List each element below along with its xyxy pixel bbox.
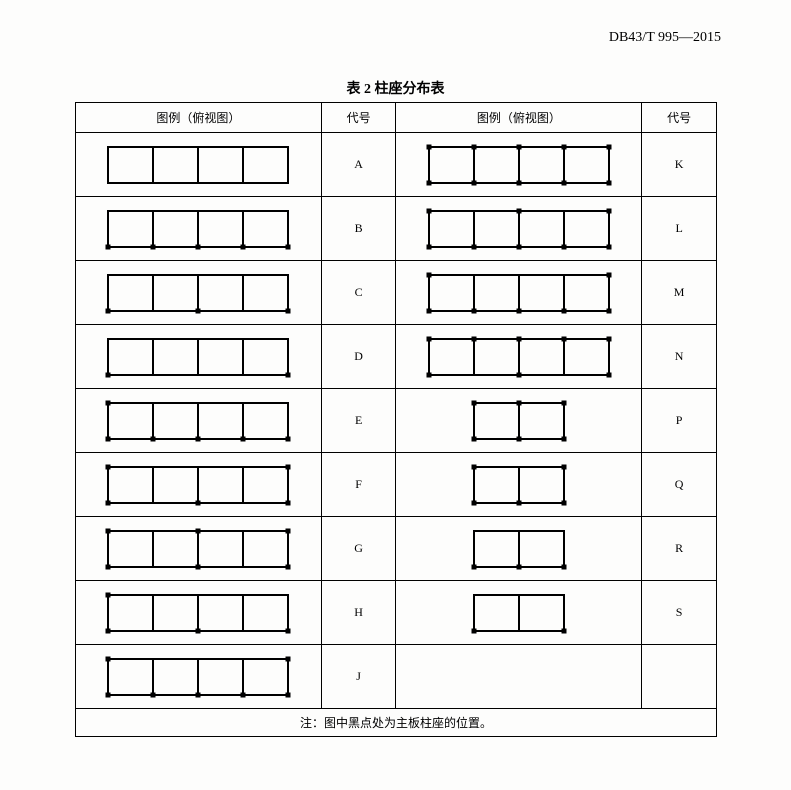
footnote-row: 注：图中黑点处为主板柱座的位置。 (76, 709, 717, 737)
code-cell: E (321, 389, 396, 453)
page-title: 表 2 柱座分布表 (0, 78, 791, 98)
column-diagram (76, 517, 321, 580)
distribution-table: 图例（俯视图） 代号 图例（俯视图） 代号 AKBLCMDNEPFQGRHSJ … (75, 102, 717, 737)
diagram-cell (76, 645, 322, 709)
column-diagram (76, 197, 321, 260)
header-diagram-right: 图例（俯视图） (396, 103, 642, 133)
header-code-right: 代号 (642, 103, 717, 133)
column-diagram (76, 133, 321, 196)
code-cell: S (642, 581, 717, 645)
code-cell: A (321, 133, 396, 197)
code-cell: F (321, 453, 396, 517)
code-cell: B (321, 197, 396, 261)
table-header-row: 图例（俯视图） 代号 图例（俯视图） 代号 (76, 103, 717, 133)
code-cell (642, 645, 717, 709)
diagram-cell (396, 453, 642, 517)
header-code-left: 代号 (321, 103, 396, 133)
column-diagram (76, 453, 321, 516)
table-row: AK (76, 133, 717, 197)
diagram-cell (396, 261, 642, 325)
diagram-cell (76, 197, 322, 261)
diagram-cell (396, 581, 642, 645)
diagram-cell (76, 389, 322, 453)
diagram-cell (76, 261, 322, 325)
code-cell: D (321, 325, 396, 389)
diagram-cell (396, 325, 642, 389)
table-row: FQ (76, 453, 717, 517)
diagram-cell (396, 197, 642, 261)
column-diagram (396, 133, 641, 196)
column-diagram (396, 453, 641, 516)
column-diagram (76, 389, 321, 452)
column-diagram (396, 389, 641, 452)
code-cell: Q (642, 453, 717, 517)
column-diagram (76, 261, 321, 324)
code-cell: L (642, 197, 717, 261)
column-diagram (76, 325, 321, 388)
diagram-cell (76, 517, 322, 581)
column-diagram (396, 325, 641, 388)
table-row: EP (76, 389, 717, 453)
table-row: BL (76, 197, 717, 261)
diagram-cell (396, 389, 642, 453)
table-row: HS (76, 581, 717, 645)
code-cell: R (642, 517, 717, 581)
column-diagram (396, 517, 641, 580)
doc-header: DB43/T 995—2015 (609, 30, 721, 46)
table-row: GR (76, 517, 717, 581)
code-cell: J (321, 645, 396, 709)
table-row: CM (76, 261, 717, 325)
diagram-cell (76, 453, 322, 517)
diagram-cell (76, 325, 322, 389)
code-cell: N (642, 325, 717, 389)
code-cell: K (642, 133, 717, 197)
table-body: AKBLCMDNEPFQGRHSJ (76, 133, 717, 709)
diagram-cell (76, 133, 322, 197)
column-diagram (76, 581, 321, 644)
diagram-cell (396, 517, 642, 581)
code-cell: C (321, 261, 396, 325)
code-cell: G (321, 517, 396, 581)
diagram-cell (396, 133, 642, 197)
column-diagram (76, 645, 321, 708)
table-row: J (76, 645, 717, 709)
diagram-cell (76, 581, 322, 645)
diagram-cell (396, 645, 642, 709)
footnote: 注：图中黑点处为主板柱座的位置。 (76, 709, 717, 737)
header-diagram-left: 图例（俯视图） (76, 103, 322, 133)
column-diagram (396, 197, 641, 260)
code-cell: P (642, 389, 717, 453)
column-diagram (396, 261, 641, 324)
column-diagram (396, 581, 641, 644)
code-cell: M (642, 261, 717, 325)
code-cell: H (321, 581, 396, 645)
table-row: DN (76, 325, 717, 389)
